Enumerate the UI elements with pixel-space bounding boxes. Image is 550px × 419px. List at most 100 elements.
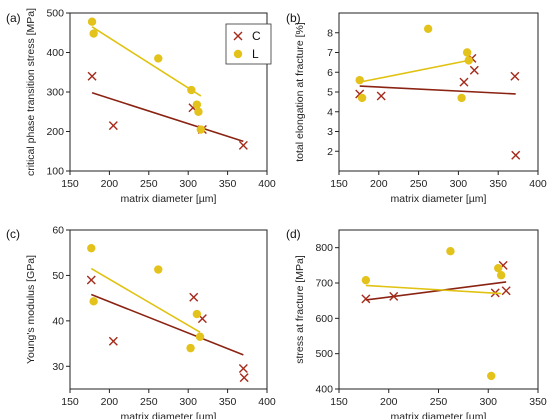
legend-box (225, 23, 272, 65)
panel-d-y-axis-title: stress at fracture [MPa] (294, 255, 306, 364)
panel-a-xtick-label-5: 400 (258, 178, 276, 190)
panel-d-point-l-1 (446, 247, 455, 256)
panel-c-point-c-1 (108, 336, 118, 346)
panel-b-ytick-label-0: 2 (327, 146, 333, 158)
legend-marker-c-stroke-2 (233, 31, 243, 41)
legend-label-l: L (252, 47, 259, 61)
panel-b-fit-line-l (359, 59, 469, 83)
panel-a-point-l-0 (87, 17, 97, 26)
panel-a-ytick-label-2: 300 (46, 87, 64, 99)
panel-d-point-l-4 (496, 271, 506, 280)
panel-b-point-c-0-stroke-2 (355, 89, 365, 99)
panel-a-xtick-label-2: 250 (140, 178, 158, 190)
panel-c-xtick-label-4: 350 (219, 396, 237, 408)
legend-marker-l (233, 49, 243, 59)
panel-d-xtick-label-3: 300 (479, 396, 497, 408)
panel-a-x-axis-title: matrix diameter [µm] (121, 193, 217, 205)
panel-a-point-l-2 (154, 54, 163, 63)
panel-c-fit-line-c (90, 293, 244, 356)
panel-a-xtick-label-3: 300 (179, 178, 197, 190)
panel-c-point-c-5-stroke-2 (239, 373, 249, 383)
panel-b-point-l-4 (462, 48, 472, 57)
panel-c-point-c-0-stroke-2 (86, 275, 96, 285)
panel-c-label: (c) (6, 227, 20, 241)
panel-b-point-c-5 (510, 71, 520, 81)
panel-c-fit-line-l (90, 267, 201, 333)
panel-b-x-axis-title: matrix diameter [µm] (391, 193, 487, 205)
panel-a-point-c-4 (238, 140, 248, 150)
panel-a-fit-line-c (91, 92, 244, 143)
panel-b-label: (b) (286, 11, 301, 25)
panel-a-xtick-label-4: 350 (219, 178, 237, 190)
panel-c-point-c-2 (189, 292, 199, 302)
panel-b-xtick-label-1: 200 (370, 178, 388, 190)
legend-label-c: C (252, 29, 261, 43)
panel-b-y-axis-title: total elongation at fracture [%] (294, 22, 306, 162)
panel-c-xtick-label-2: 250 (140, 396, 158, 408)
panel-c-point-c-4-stroke-2 (238, 364, 248, 374)
panel-d-point-c-4-stroke-2 (501, 286, 511, 296)
panel-b-ytick-label-3: 5 (327, 87, 333, 99)
panel-c-point-l-5 (195, 332, 205, 341)
panel-b-ytick-label-1: 3 (327, 126, 333, 138)
panel-d-frame (338, 229, 539, 390)
panel-d-point-c-4 (501, 286, 511, 296)
panel-d-ytick-label-2: 600 (315, 313, 333, 325)
panel-c-point-l-2 (154, 265, 163, 274)
panel-b-point-c-5-stroke-2 (510, 71, 520, 81)
panel-c-ytick-label-3: 60 (52, 225, 64, 237)
panel-d: 150 200 250 300 350 400 500 600 700 800 matrix dia… (286, 227, 547, 419)
panel-d-xtick-label-2: 250 (430, 396, 448, 408)
panel-d-label: (d) (286, 227, 301, 241)
panel-b-frame (338, 12, 539, 172)
panel-a-point-c-0 (87, 71, 97, 81)
panel-a-point-l-3 (187, 85, 196, 95)
panel-a-y-axis-title: critical phase transition stress [MPa] (25, 8, 37, 176)
legend-marker-c (233, 31, 243, 41)
panel-d-ytick-label-4: 800 (315, 242, 333, 254)
panel-c-point-l-3 (186, 343, 195, 353)
panel-c-ytick-label-2: 50 (52, 270, 64, 282)
panel-a-ytick-label-3: 400 (46, 47, 64, 59)
panel-c-ytick-label-1: 40 (52, 315, 64, 327)
panel-b-point-c-2 (459, 77, 469, 87)
panel-c-point-l-0 (87, 243, 96, 253)
panel-b-point-c-1 (376, 91, 386, 101)
panel-d-point-l-0 (361, 275, 371, 285)
panel-c-xtick-label-5: 400 (258, 396, 276, 408)
panel-a: 150 200 250 300 350 400 100 200 300 400 500 matrix … (6, 8, 276, 206)
panel-c-point-l-1 (89, 297, 98, 306)
panel-b: 150 200 250 300 350 400 2 3 4 5 6 7 8 matrix diameter… (286, 11, 547, 205)
panel-b-ytick-label-5: 7 (327, 47, 333, 59)
panel-b-point-c-4 (469, 65, 479, 75)
panel-a-point-l-1 (89, 29, 98, 38)
panel-d-xtick-label-1: 200 (380, 396, 398, 408)
panel-b-point-c-1-stroke-2 (376, 91, 386, 101)
panel-a-fit-line-l (91, 26, 202, 97)
panel-b-ytick-label-4: 6 (327, 67, 333, 79)
panel-c-xtick-label-1: 200 (101, 396, 119, 408)
panel-c-point-c-0 (86, 275, 96, 285)
panel-b-xtick-label-5: 400 (529, 178, 547, 190)
panel-a-point-c-1 (108, 121, 118, 131)
panel-d-point-l-3 (494, 263, 503, 273)
panel-b-point-l-1 (357, 93, 367, 103)
panel-d-fit-line-l (365, 284, 502, 295)
panel-b-xtick-label-4: 350 (489, 178, 507, 190)
panel-b-point-c-6-stroke-2 (511, 150, 521, 160)
panel-c: 150 200 250 300 350 400 30 40 50 60 matrix diamete… (6, 225, 276, 419)
panel-d-point-c-0-stroke-2 (361, 294, 371, 304)
panel-d-ytick-label-1: 500 (315, 348, 333, 360)
panel-a-xtick-label-0: 150 (61, 178, 79, 190)
panel-b-point-c-2-stroke-2 (459, 77, 469, 87)
panel-d-point-c-1-stroke-2 (389, 291, 399, 301)
panel-b-ytick-label-2: 4 (327, 106, 333, 118)
panel-c-point-c-2-stroke-2 (189, 292, 199, 302)
panel-c-point-c-3-stroke-2 (197, 314, 207, 324)
panel-b-xtick-label-3: 300 (450, 178, 468, 190)
panel-a-ytick-label-0: 100 (46, 166, 64, 178)
panel-b-point-l-3 (457, 93, 466, 103)
panel-b-point-l-0 (355, 75, 364, 85)
legend: C L (225, 23, 272, 65)
